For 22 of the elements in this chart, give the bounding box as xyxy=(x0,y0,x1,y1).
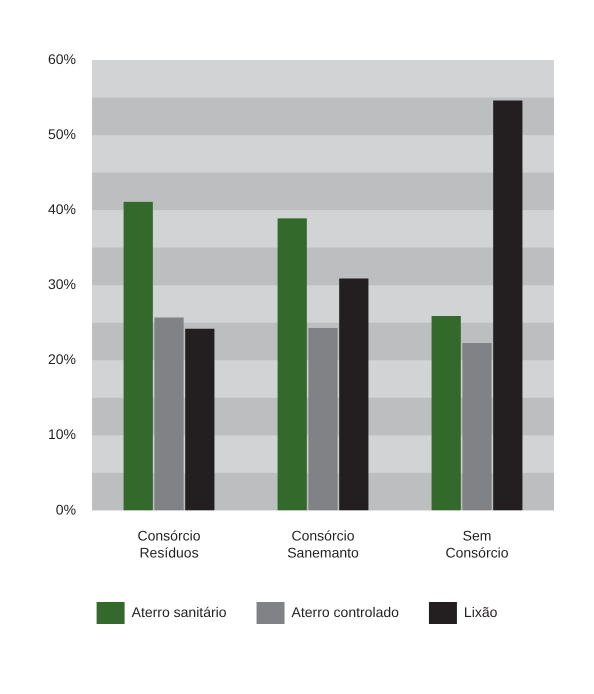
y-tick-label: 10% xyxy=(48,426,76,442)
bar xyxy=(462,343,492,510)
bar xyxy=(124,202,153,510)
legend-label: Lixão xyxy=(464,604,498,620)
bar xyxy=(154,317,184,510)
bar xyxy=(308,328,338,510)
bar xyxy=(432,316,461,510)
x-tick-label: Consórcio Resíduos xyxy=(138,528,201,560)
x-tick-label: Consórcio Sanemanto xyxy=(287,528,360,560)
y-tick-label: 50% xyxy=(48,126,76,142)
legend-label: Aterro controlado xyxy=(292,604,400,620)
bar xyxy=(493,100,522,510)
bar xyxy=(185,328,214,510)
bar xyxy=(278,218,307,510)
bar xyxy=(339,278,368,510)
y-tick-label: 20% xyxy=(48,351,76,368)
y-tick-label: 0% xyxy=(56,501,76,518)
y-tick-label: 40% xyxy=(48,200,76,217)
y-tick-label: 60% xyxy=(48,50,76,67)
x-tick-label: Sem Consórcio xyxy=(445,528,509,560)
legend-label: Aterro sanitário xyxy=(132,604,227,620)
y-tick-label: 30% xyxy=(48,276,76,292)
